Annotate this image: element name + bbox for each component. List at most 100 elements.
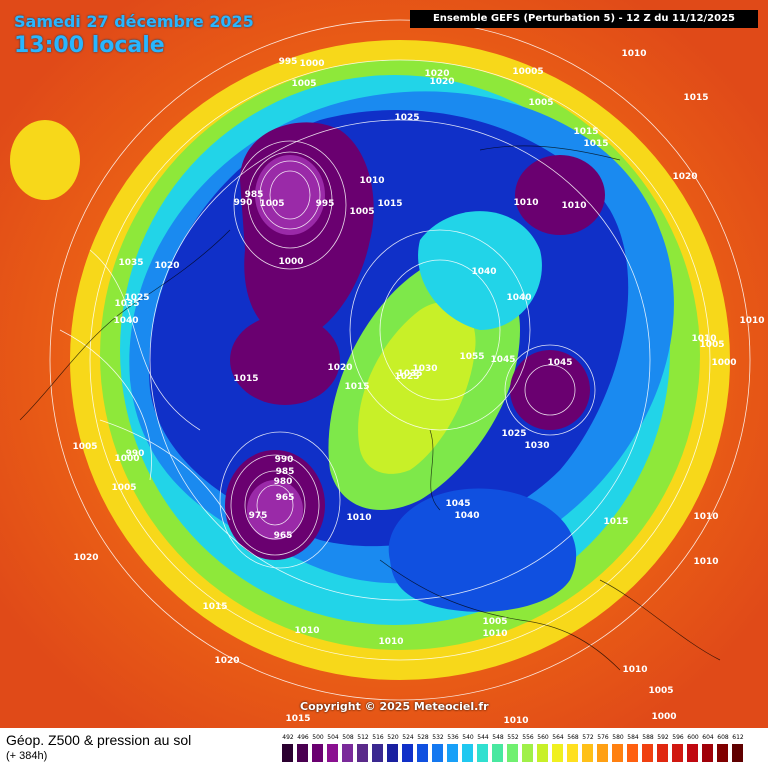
pressure-label: 10005 bbox=[512, 67, 543, 77]
legend-tick-label: 604 bbox=[702, 734, 714, 741]
pressure-label: 1000 bbox=[278, 257, 303, 267]
pressure-label: 1020 bbox=[327, 363, 352, 373]
legend-swatch bbox=[372, 744, 384, 762]
pressure-label: 1020 bbox=[429, 77, 454, 87]
pressure-label: 1005 bbox=[349, 207, 374, 217]
legend-tick-label: 500 bbox=[312, 734, 324, 741]
legend-tick-label: 600 bbox=[687, 734, 699, 741]
pressure-label: 1020 bbox=[73, 553, 98, 563]
pressure-label: 1035 bbox=[114, 299, 139, 309]
legend-tick-label: 528 bbox=[417, 734, 429, 741]
pressure-label: 1005 bbox=[291, 79, 316, 89]
legend-tick-label: 548 bbox=[492, 734, 504, 741]
legend-swatch bbox=[687, 744, 699, 762]
pressure-label: 1015 bbox=[233, 374, 258, 384]
pressure-label: 1015 bbox=[683, 93, 708, 103]
pressure-label: 1040 bbox=[506, 293, 531, 303]
pressure-label: 1040 bbox=[113, 316, 138, 326]
low-pacific bbox=[515, 155, 605, 235]
pressure-label: 1020 bbox=[672, 172, 697, 182]
legend-swatch bbox=[582, 744, 594, 762]
pressure-label: 1000 bbox=[711, 358, 736, 368]
pressure-label: 1010 bbox=[693, 557, 718, 567]
legend-tick-label: 524 bbox=[402, 734, 414, 741]
pressure-label: 1030 bbox=[412, 364, 437, 374]
pressure-label: 1040 bbox=[471, 267, 496, 277]
pressure-label: 1005 bbox=[259, 199, 284, 209]
pressure-label: 990 bbox=[126, 449, 145, 459]
pressure-labels: 995 1000100510201020100051010101510251005… bbox=[72, 49, 764, 726]
legend-swatch bbox=[597, 744, 609, 762]
legend-swatch bbox=[402, 744, 414, 762]
legend-tick-label: 496 bbox=[297, 734, 309, 741]
pressure-label: 1020 bbox=[214, 656, 239, 666]
copyright-notice: Copyright © 2025 Meteociel.fr bbox=[300, 700, 489, 713]
pressure-label: 1010 bbox=[621, 49, 646, 59]
pressure-label: 995 bbox=[279, 57, 298, 67]
pressure-label: 1015 bbox=[202, 602, 227, 612]
legend-tick-label: 576 bbox=[597, 734, 609, 741]
pressure-label: 1055 bbox=[459, 352, 484, 362]
legend-swatch bbox=[642, 744, 654, 762]
legend-swatch bbox=[507, 744, 519, 762]
legend-swatch bbox=[492, 744, 504, 762]
z500-asia-cyan bbox=[418, 211, 542, 330]
z500-arctic-yellowgreen bbox=[358, 302, 476, 474]
pressure-label: 1030 bbox=[524, 441, 549, 451]
model-info-banner: Ensemble GEFS (Perturbation 5) - 12 Z du… bbox=[410, 10, 758, 28]
pressure-label: 1015 bbox=[603, 517, 628, 527]
legend-tick-label: 504 bbox=[327, 734, 339, 741]
legend-swatch bbox=[342, 744, 354, 762]
pressure-label: 1025 bbox=[124, 293, 149, 303]
pressure-label: 1015 bbox=[377, 199, 402, 209]
legend-tick-label: 492 bbox=[282, 734, 294, 741]
isobar-lines bbox=[49, 19, 751, 701]
legend-swatch bbox=[672, 744, 684, 762]
legend-swatch bbox=[522, 744, 534, 762]
pressure-label: 965 bbox=[274, 531, 293, 541]
pressure-label: 995 bbox=[316, 199, 335, 209]
legend-tick-label: 560 bbox=[537, 734, 549, 741]
pressure-label: 1010 bbox=[482, 629, 507, 639]
pressure-label: 985 bbox=[245, 190, 264, 200]
pressure-label: 1010 bbox=[359, 176, 384, 186]
pressure-label: 980 bbox=[274, 477, 293, 487]
low-atlantic-core bbox=[247, 480, 303, 540]
pressure-label: 990 bbox=[234, 198, 253, 208]
trough-europe bbox=[388, 488, 577, 612]
legend-swatch bbox=[477, 744, 489, 762]
pressure-label: 1005 bbox=[528, 98, 553, 108]
pressure-label: 975 bbox=[249, 511, 268, 521]
legend-swatch bbox=[447, 744, 459, 762]
pressure-label: 1010 bbox=[622, 665, 647, 675]
pressure-label: 1020 bbox=[424, 69, 449, 79]
ridge-pacific-west bbox=[10, 120, 80, 200]
pressure-label: 1010 bbox=[346, 513, 371, 523]
pressure-label: 1005 bbox=[482, 617, 507, 627]
pressure-label: 1010 bbox=[693, 512, 718, 522]
legend-tick-label: 512 bbox=[357, 734, 369, 741]
legend-tick-label: 588 bbox=[642, 734, 654, 741]
pressure-label: 1025 bbox=[394, 113, 419, 123]
pressure-label: 1025 bbox=[501, 429, 526, 439]
legend-tick-label: 516 bbox=[372, 734, 384, 741]
pressure-label: 1000 bbox=[651, 712, 676, 722]
pressure-label: 1035 bbox=[397, 369, 422, 379]
legend-swatch bbox=[417, 744, 429, 762]
legend-swatch bbox=[537, 744, 549, 762]
color-legend: 492 496 500 504 508 512 516 520 524 528 532 536 540 5… bbox=[282, 734, 750, 764]
legend-tick-label: 580 bbox=[612, 734, 624, 741]
legend-tick-label: 536 bbox=[447, 734, 459, 741]
pressure-label: 985 bbox=[276, 467, 295, 477]
pressure-label: 1045 bbox=[547, 358, 572, 368]
low-siberia bbox=[510, 350, 590, 430]
legend-swatch bbox=[567, 744, 579, 762]
pressure-label: 1010 bbox=[561, 201, 586, 211]
pressure-label: 1045 bbox=[445, 499, 470, 509]
pressure-label: 1015 bbox=[573, 127, 598, 137]
pressure-label: 1005 bbox=[111, 483, 136, 493]
legend-swatch bbox=[282, 744, 294, 762]
pressure-label: 1010 bbox=[691, 334, 716, 344]
forecast-date: Samedi 27 décembre 2025 bbox=[14, 12, 254, 31]
pressure-label: 1045 bbox=[490, 355, 515, 365]
